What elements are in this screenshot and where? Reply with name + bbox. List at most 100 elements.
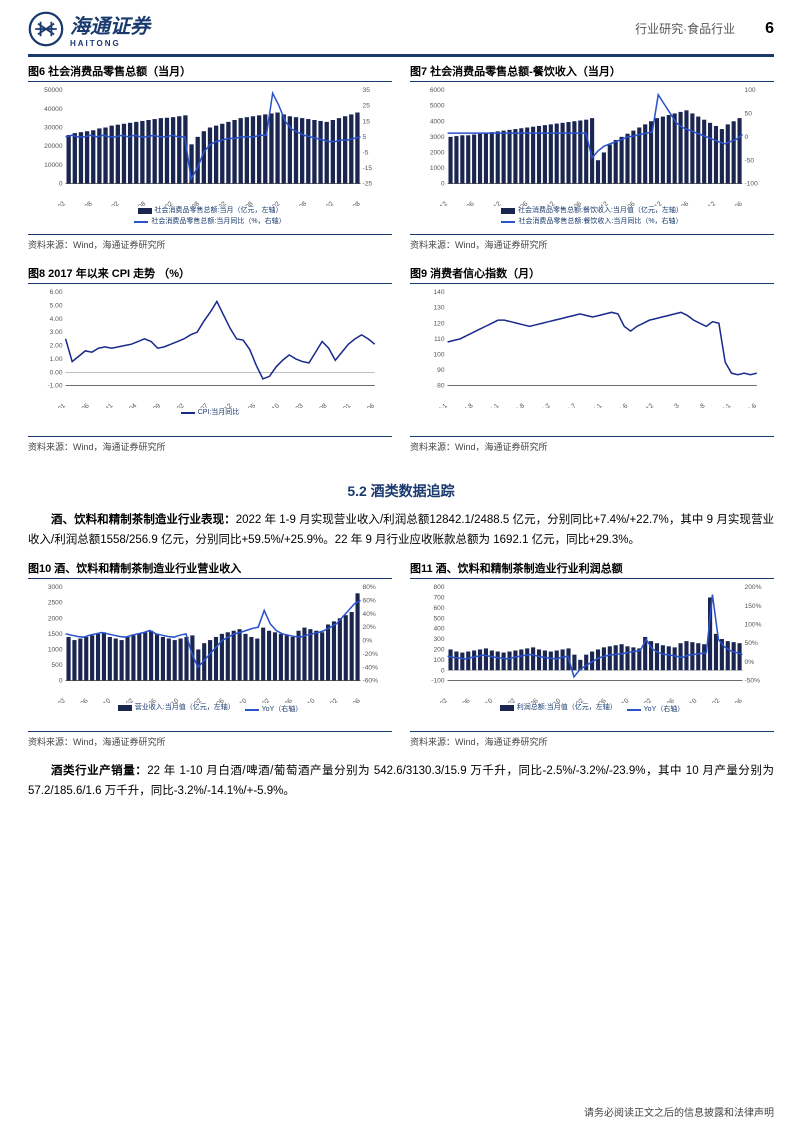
svg-text:80%: 80% <box>363 584 376 591</box>
chart-10: 图10 酒、饮料和精制茶制造业行业营业收入 050010001500200025… <box>28 560 392 758</box>
svg-text:50: 50 <box>745 110 753 117</box>
page-number: 6 <box>765 20 774 38</box>
svg-text:-20%: -20% <box>363 651 379 658</box>
svg-text:0: 0 <box>441 181 445 188</box>
svg-text:140: 140 <box>434 289 445 296</box>
svg-text:3000: 3000 <box>48 584 63 591</box>
svg-text:1500: 1500 <box>48 631 63 638</box>
svg-text:1.00: 1.00 <box>50 356 63 363</box>
svg-text:2022-1: 2022-1 <box>713 402 733 408</box>
chart-10-svg: 050010001500200025003000-60%-40%-20%0%20… <box>28 583 392 703</box>
svg-text:40%: 40% <box>363 611 376 618</box>
svg-text:3000: 3000 <box>430 134 445 141</box>
svg-text:2017-8: 2017-8 <box>455 402 475 408</box>
svg-text:-60%: -60% <box>363 678 379 685</box>
svg-text:-1.00: -1.00 <box>47 383 62 390</box>
svg-text:0%: 0% <box>745 659 755 666</box>
svg-text:0: 0 <box>441 667 445 674</box>
paragraph-1: 酒、饮料和精制茶制造业行业表现：2022 年 1-9 月实现营业收入/利润总额1… <box>28 511 774 550</box>
svg-text:0%: 0% <box>363 638 373 645</box>
svg-text:500: 500 <box>52 662 63 669</box>
chart-8-title: 图8 2017 年以来 CPI 走势 （%） <box>28 265 392 281</box>
chart-7-source: 资料来源：Wind，海通证券研究所 <box>410 238 774 251</box>
svg-text:15: 15 <box>363 118 371 125</box>
svg-text:10000: 10000 <box>44 162 63 169</box>
chart-7: 图7 社会消费品零售总额-餐饮收入（当月） 010002000300040005… <box>410 63 774 261</box>
logo-block: 海通证券 HAITONG <box>28 10 150 48</box>
chart-11-title: 图11 酒、饮料和精制茶制造业行业利润总额 <box>410 560 774 576</box>
svg-text:400: 400 <box>434 626 445 633</box>
svg-text:100%: 100% <box>745 622 762 629</box>
chart-7-title: 图7 社会消费品零售总额-餐饮收入（当月） <box>410 63 774 79</box>
chart-11: 图11 酒、饮料和精制茶制造业行业利润总额 -10001002003004005… <box>410 560 774 758</box>
chart-10-title: 图10 酒、饮料和精制茶制造业行业营业收入 <box>28 560 392 576</box>
svg-text:300: 300 <box>434 636 445 643</box>
chart-7-svg: 0100020003000400050006000-100-5005010020… <box>410 86 774 206</box>
svg-text:0: 0 <box>59 678 63 685</box>
svg-text:4.00: 4.00 <box>50 316 63 323</box>
svg-text:35: 35 <box>363 87 371 94</box>
svg-text:-50%: -50% <box>745 678 761 685</box>
chart-6: 图6 社会消费品零售总额（当月） 01000020000300004000050… <box>28 63 392 261</box>
chart-9-svg: 80901001101201301402017-12017-82018-1201… <box>410 288 774 408</box>
svg-text:2020-12: 2020-12 <box>633 402 655 408</box>
chart-7-legend: 社会消费品零售总额:餐饮收入:当月值（亿元，左轴） 社会消费品零售总额:餐饮收入… <box>410 206 774 227</box>
svg-text:100: 100 <box>434 657 445 664</box>
svg-text:80: 80 <box>437 383 445 390</box>
svg-text:-100: -100 <box>745 181 759 188</box>
svg-text:5000: 5000 <box>430 103 445 110</box>
footer-disclaimer: 请务必阅读正文之后的信息披露和法律声明 <box>584 1104 774 1119</box>
svg-text:110: 110 <box>434 336 445 343</box>
svg-text:2020-1: 2020-1 <box>584 402 604 408</box>
svg-text:120: 120 <box>434 320 445 327</box>
chart-10-legend: 营业收入:当月值（亿元，左轴） YoY（右轴） <box>28 703 392 716</box>
svg-text:700: 700 <box>434 595 445 602</box>
svg-text:2017-1: 2017-1 <box>429 402 449 408</box>
chart-6-legend: 社会消费品零售总额:当月（亿元，左轴） 社会消费品零售总额:当月同比（%，右轴） <box>28 206 392 227</box>
svg-text:2022-6: 2022-6 <box>739 402 759 408</box>
svg-text:2500: 2500 <box>48 600 63 607</box>
svg-text:-40%: -40% <box>363 664 379 671</box>
svg-text:2.00: 2.00 <box>50 343 63 350</box>
svg-text:50%: 50% <box>745 640 758 647</box>
chart-9: 图9 消费者信心指数（月） 80901001101201301402017-12… <box>410 265 774 463</box>
chart-11-legend: 利润总额:当月值（亿元，左轴） YoY（右轴） <box>410 703 774 716</box>
brand-en: HAITONG <box>70 39 150 48</box>
svg-text:100: 100 <box>745 87 756 94</box>
svg-text:50000: 50000 <box>44 87 63 94</box>
svg-text:20000: 20000 <box>44 143 63 150</box>
svg-text:200: 200 <box>434 647 445 654</box>
svg-text:25: 25 <box>363 103 371 110</box>
svg-text:2019-2: 2019-2 <box>533 402 553 408</box>
chart-6-title: 图6 社会消费品零售总额（当月） <box>28 63 392 79</box>
svg-text:6.00: 6.00 <box>50 289 63 296</box>
svg-text:60%: 60% <box>363 598 376 605</box>
header-rule <box>28 54 774 57</box>
svg-text:5.00: 5.00 <box>50 302 63 309</box>
chart-11-svg: -1000100200300400500600700800-50%0%50%10… <box>410 583 774 703</box>
svg-text:-25: -25 <box>363 181 373 188</box>
svg-text:2020-6: 2020-6 <box>610 402 630 408</box>
chart-6-svg: 01000020000300004000050000-25-15-5515253… <box>28 86 392 206</box>
svg-text:2000: 2000 <box>430 149 445 156</box>
chart-8-legend: CPI:当月同比 <box>28 408 392 419</box>
page-header: 海通证券 HAITONG 行业研究·食品行业 6 <box>0 0 802 52</box>
svg-text:40000: 40000 <box>44 106 63 113</box>
svg-text:5: 5 <box>363 134 367 141</box>
brand-cn: 海通证券 <box>70 10 150 39</box>
svg-text:-5: -5 <box>363 149 369 156</box>
chart-6-source: 资料来源：Wind，海通证券研究所 <box>28 238 392 251</box>
svg-text:3.00: 3.00 <box>50 329 63 336</box>
chart-10-source: 资料来源：Wind，海通证券研究所 <box>28 735 392 748</box>
svg-text:2000: 2000 <box>48 615 63 622</box>
section-heading: 5.2 酒类数据追踪 <box>28 481 774 501</box>
svg-text:6000: 6000 <box>430 87 445 94</box>
svg-text:-50: -50 <box>745 157 755 164</box>
svg-text:100: 100 <box>434 351 445 358</box>
svg-text:2021-8: 2021-8 <box>687 402 707 408</box>
svg-text:150%: 150% <box>745 603 762 610</box>
svg-text:2018-1: 2018-1 <box>481 402 501 408</box>
svg-text:90: 90 <box>437 367 445 374</box>
chart-8: 图8 2017 年以来 CPI 走势 （%） -1.000.001.002.00… <box>28 265 392 463</box>
svg-text:2019-7: 2019-7 <box>558 402 578 408</box>
